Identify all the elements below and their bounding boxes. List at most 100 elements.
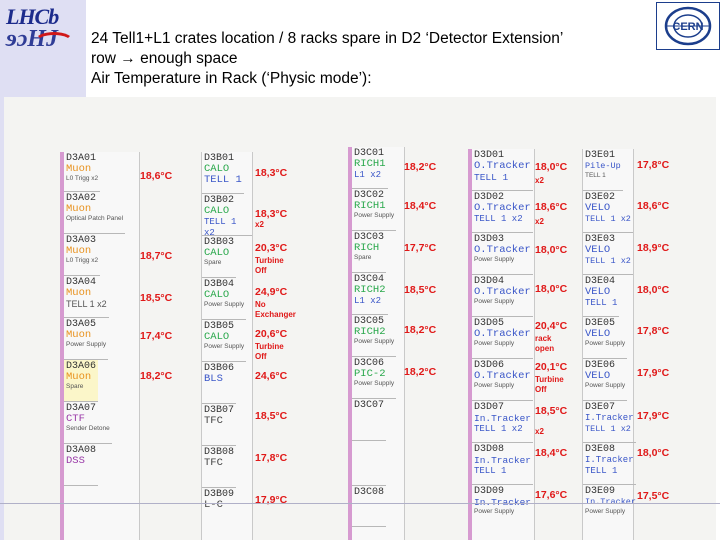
rack-sub-label: Spare bbox=[204, 259, 222, 266]
rack-cell-e09: D3E09 In.Tracker Power Supply bbox=[583, 485, 638, 540]
rack-sub-label: TELL 1 x2 bbox=[474, 424, 523, 434]
temp-d01: 18,0°C bbox=[535, 161, 568, 173]
temp-c04: 18,5°C bbox=[404, 284, 437, 296]
rack-id: D3C03 bbox=[354, 232, 385, 243]
temp-c06: 18,2°C bbox=[404, 366, 437, 378]
temp-b07: 18,5°C bbox=[255, 410, 288, 422]
rack-id: D3B06 bbox=[204, 363, 235, 374]
detector-label: PIC-2 bbox=[354, 368, 386, 380]
detector-label: In.Tracker bbox=[474, 455, 532, 466]
rack-id: D3C02 bbox=[354, 190, 385, 201]
rack-cell-c08: D3C08 bbox=[352, 485, 387, 527]
rack-cell-a05: D3A05 Muon Power Supply bbox=[64, 318, 109, 360]
rack-id: D3E05 bbox=[585, 318, 616, 329]
rack-cell-d08: D3D08 In.Tracker TELL 1 bbox=[472, 443, 534, 485]
rack-id: D3A01 bbox=[66, 153, 97, 164]
rack-id: D3A06 bbox=[66, 361, 97, 372]
detector-label: TFC bbox=[204, 415, 223, 427]
temp-c03: 17,7°C bbox=[404, 242, 437, 254]
rack-cell-c07: D3C07 bbox=[352, 399, 387, 441]
detector-label: BLS bbox=[204, 373, 223, 385]
detector-label: RICH2 bbox=[354, 284, 386, 296]
rack-sub-label: Optical Patch Panel bbox=[66, 215, 124, 222]
temp-e03: 18,9°C bbox=[637, 242, 670, 254]
detector-label: O.Tracker bbox=[474, 370, 531, 382]
rack-cell-e08: D3E08 I.Tracker TELL 1 bbox=[583, 443, 636, 485]
rack-sub-label: L1 x2 bbox=[354, 296, 382, 306]
detector-label: CALO bbox=[204, 247, 230, 259]
rack-cell-b08: D3B08 TFC bbox=[202, 446, 237, 488]
rack-cell-c05: D3C05 RICH2 Power Supply bbox=[352, 315, 397, 357]
temp-b08: 17,8°C bbox=[255, 452, 288, 464]
detector-label: I.Tracker bbox=[585, 455, 634, 465]
rack-cell-c04: D3C04 RICH2 L1 x2 bbox=[352, 273, 388, 315]
note-d06-a: Turbine bbox=[535, 375, 564, 384]
temp-c02: 18,4°C bbox=[404, 200, 437, 212]
lhcb-logo-text: LHCb bbox=[6, 4, 59, 29]
rack-layout-photo: D3A01 Muon L0 Trigg x2 D3A02 Muon Optica… bbox=[4, 97, 716, 540]
temp-d08: 18,4°C bbox=[535, 447, 568, 459]
rack-id: D3D04 bbox=[474, 276, 505, 287]
detector-label: RICH1 bbox=[354, 158, 386, 170]
rack-cell-a01: D3A01 Muon L0 Trigg x2 bbox=[64, 152, 101, 192]
detector-label: VELO bbox=[585, 202, 611, 214]
rack-id: D3A04 bbox=[66, 277, 97, 288]
header-line-2: row → enough space bbox=[91, 50, 238, 67]
detector-label: VELO bbox=[585, 328, 611, 340]
rack-cell-b02: D3B02 CALO TELL 1 x2 bbox=[202, 194, 252, 236]
temp-a04: 18,5°C bbox=[140, 292, 173, 304]
rack-id: D3A08 bbox=[66, 445, 97, 456]
note-d05-b: open bbox=[535, 344, 555, 353]
temp-d06: 20,1°C bbox=[535, 361, 568, 373]
temp-e07: 17,9°C bbox=[637, 410, 670, 422]
detector-label: Muon bbox=[66, 329, 92, 341]
rack-id: D3E08 bbox=[585, 444, 616, 455]
rack-cell-e02: D3E02 VELO TELL 1 x2 bbox=[583, 191, 633, 233]
rack-id: D3C06 bbox=[354, 358, 385, 369]
rack-sub-label: Power Supply bbox=[66, 341, 107, 348]
rack-cell-a06: D3A06 Muon Spare bbox=[64, 360, 99, 402]
rack-sub-label: TELL 1 x2 bbox=[585, 214, 631, 224]
rack-id: D3E04 bbox=[585, 276, 616, 287]
temp-b01: 18,3°C bbox=[255, 167, 288, 179]
detector-label: Muon bbox=[66, 203, 92, 215]
rack-id: D3D08 bbox=[474, 444, 505, 455]
detector-label: In.Tracker bbox=[474, 497, 531, 508]
rack-cell-d04: D3D04 O.Tracker Power Supply bbox=[472, 275, 533, 317]
rack-cell-b09: D3B09 L-C bbox=[202, 488, 236, 540]
rack-cell-a02: D3A02 Muon Optical Patch Panel bbox=[64, 192, 126, 234]
temp-c01: 18,2°C bbox=[404, 161, 437, 173]
rack-id: D3A05 bbox=[66, 319, 97, 330]
note-b04-b: Exchanger bbox=[255, 310, 296, 319]
temp-b02: 18,3°C bbox=[255, 208, 288, 220]
rack-sub-label: Power Supply bbox=[354, 380, 395, 387]
rack-cell-a08: D3A08 DSS bbox=[64, 444, 99, 486]
rack-id: D3D05 bbox=[474, 318, 505, 329]
rack-cell-a03: D3A03 Muon L0 Trigg x2 bbox=[64, 234, 101, 276]
rack-sub-label: Power Supply bbox=[204, 301, 245, 308]
rack-column-c: D3C01 RICH1 L1 x2 D3C02 RICH1 Power Supp… bbox=[348, 147, 405, 540]
rack-id: D3B09 bbox=[204, 489, 235, 500]
cern-logo-graphic: CERN bbox=[664, 6, 712, 46]
rack-sub-label: Power Supply bbox=[585, 340, 626, 347]
rack-cell-e04: D3E04 VELO TELL 1 bbox=[583, 275, 620, 317]
rack-id: D3B01 bbox=[204, 153, 235, 164]
header-line-3: Air Temperature in Rack (‘Physic mode’): bbox=[91, 70, 372, 87]
detector-label: CALO bbox=[204, 163, 230, 175]
footer-divider bbox=[0, 503, 720, 504]
rack-id: D3B02 bbox=[204, 195, 235, 206]
rack-id: D3C08 bbox=[354, 487, 385, 498]
detector-label: Pile-Up bbox=[585, 161, 621, 171]
rack-sub-label: Power Supply bbox=[354, 212, 395, 219]
rack-cell-b03: D3B03 CALO Spare bbox=[202, 236, 237, 278]
temp-e02: 18,6°C bbox=[637, 200, 670, 212]
detector-label: In.Tracker bbox=[585, 497, 637, 507]
rack-column-b: D3B01 CALO TELL 1 D3B02 CALO TELL 1 x2 D… bbox=[201, 152, 253, 540]
rack-cell-b07: D3B07 TFC bbox=[202, 404, 237, 446]
rack-sub-label: Power Supply bbox=[474, 382, 515, 389]
slide-header: 24 Tell1+L1 crates location / 8 racks sp… bbox=[91, 29, 651, 89]
rack-cell-b01: D3B01 CALO TELL 1 bbox=[202, 152, 244, 194]
temp-d09: 17,6°C bbox=[535, 489, 568, 501]
rack-sub-label: TELL 1 bbox=[204, 174, 242, 186]
rack-sub-label: TELL 1 bbox=[474, 466, 507, 476]
